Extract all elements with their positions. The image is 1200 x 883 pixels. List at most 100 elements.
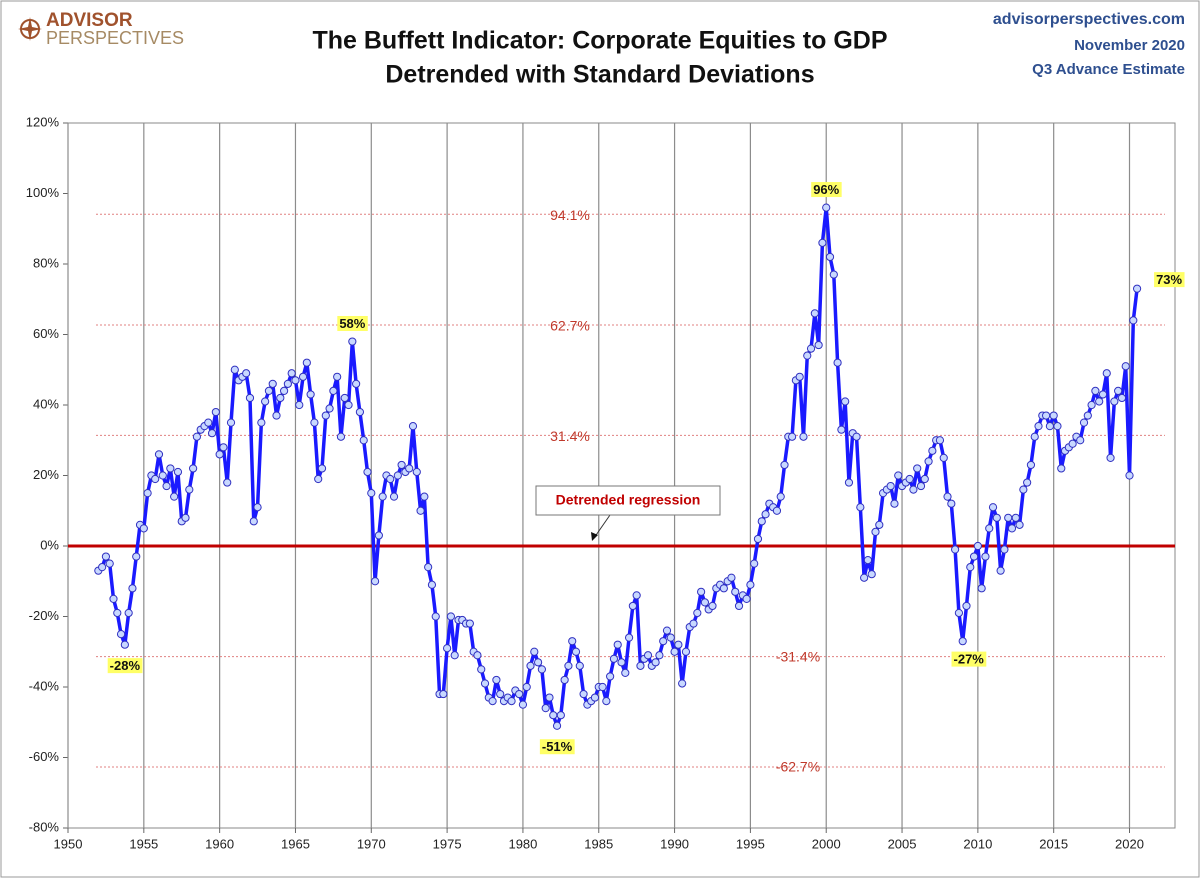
data-point bbox=[609, 654, 619, 663]
data-point bbox=[564, 661, 573, 670]
data-point bbox=[1110, 397, 1119, 406]
data-point bbox=[397, 460, 406, 470]
data-point bbox=[651, 658, 660, 667]
data-point bbox=[522, 682, 531, 692]
data-point bbox=[916, 481, 926, 491]
data-point bbox=[189, 464, 198, 473]
annotation-label: 73% bbox=[1156, 272, 1182, 287]
data-point bbox=[681, 647, 691, 656]
data-point bbox=[344, 400, 353, 410]
data-point bbox=[439, 689, 448, 699]
data-point bbox=[1095, 397, 1104, 406]
data-point bbox=[924, 457, 933, 466]
data-point bbox=[829, 270, 838, 279]
data-point bbox=[113, 608, 122, 618]
data-point bbox=[1007, 524, 1017, 533]
data-point bbox=[806, 344, 816, 353]
data-point bbox=[1049, 411, 1058, 420]
data-point bbox=[1004, 513, 1013, 522]
data-point bbox=[367, 489, 376, 498]
regression-arrow bbox=[593, 514, 611, 539]
data-point bbox=[1045, 422, 1054, 431]
data-point bbox=[1117, 393, 1127, 403]
data-point bbox=[287, 369, 296, 378]
data-point bbox=[624, 633, 634, 642]
data-point bbox=[507, 697, 516, 706]
data-point bbox=[374, 531, 383, 540]
data-point bbox=[621, 668, 630, 678]
data-point bbox=[272, 411, 281, 420]
data-point bbox=[1030, 432, 1039, 441]
x-tick-label: 1970 bbox=[357, 836, 386, 851]
source-site: advisorperspectives.com bbox=[993, 11, 1185, 28]
data-point bbox=[750, 559, 759, 568]
y-tick-label: 20% bbox=[33, 467, 59, 482]
data-point bbox=[628, 601, 637, 611]
data-point bbox=[643, 651, 653, 660]
data-point bbox=[697, 587, 706, 596]
data-point bbox=[568, 637, 577, 646]
data-point bbox=[943, 492, 952, 501]
x-tick-label: 1980 bbox=[508, 836, 537, 851]
data-point bbox=[545, 693, 554, 702]
data-point bbox=[162, 481, 171, 491]
data-point bbox=[515, 689, 524, 699]
data-point bbox=[909, 485, 918, 494]
data-point bbox=[427, 580, 437, 589]
data-point bbox=[408, 422, 418, 431]
data-point bbox=[496, 689, 505, 699]
x-tick-label: 1950 bbox=[54, 836, 83, 851]
data-point bbox=[317, 464, 327, 473]
data-point bbox=[139, 524, 148, 533]
data-point bbox=[757, 517, 766, 526]
data-point bbox=[533, 658, 543, 667]
data-point bbox=[787, 432, 797, 441]
data-point bbox=[571, 647, 581, 656]
data-point bbox=[116, 630, 126, 639]
data-point bbox=[230, 365, 239, 374]
data-point bbox=[120, 640, 129, 649]
chart-subtitle: Detrended with Standard Deviations bbox=[385, 61, 814, 89]
data-point bbox=[143, 489, 152, 498]
data-point bbox=[973, 541, 982, 551]
data-point bbox=[905, 474, 914, 484]
data-point bbox=[124, 608, 133, 618]
data-point bbox=[158, 471, 167, 480]
data-point bbox=[268, 379, 277, 388]
data-point bbox=[947, 499, 956, 508]
x-tick-label: 2015 bbox=[1039, 836, 1068, 851]
data-point bbox=[825, 252, 835, 262]
data-point bbox=[128, 584, 137, 593]
logo: ADVISOR PERSPECTIVES bbox=[18, 10, 184, 48]
data-point bbox=[480, 679, 490, 688]
data-point bbox=[969, 552, 979, 561]
data-point bbox=[560, 675, 569, 685]
data-point bbox=[727, 573, 736, 582]
data-point bbox=[746, 580, 755, 589]
data-point bbox=[530, 647, 539, 656]
x-tick-label: 2020 bbox=[1115, 836, 1144, 851]
data-point bbox=[894, 471, 903, 480]
data-point bbox=[405, 464, 414, 473]
data-point bbox=[192, 432, 201, 441]
data-point bbox=[1125, 471, 1134, 480]
data-point bbox=[1106, 453, 1115, 462]
data-point bbox=[393, 471, 402, 480]
data-point bbox=[674, 640, 683, 649]
data-point bbox=[219, 443, 228, 452]
data-point bbox=[1132, 284, 1142, 293]
data-point bbox=[776, 492, 785, 501]
data-point bbox=[810, 309, 819, 318]
data-point bbox=[1053, 422, 1062, 431]
data-point bbox=[617, 658, 626, 667]
data-point bbox=[962, 601, 971, 611]
data-point bbox=[443, 644, 452, 653]
data-point bbox=[537, 665, 546, 674]
data-point bbox=[985, 524, 994, 533]
data-point bbox=[253, 503, 262, 512]
data-point bbox=[844, 478, 854, 487]
data-point bbox=[1121, 362, 1130, 371]
chart-title: The Buffett Indicator: Corporate Equitie… bbox=[312, 27, 887, 55]
data-point bbox=[321, 411, 330, 420]
